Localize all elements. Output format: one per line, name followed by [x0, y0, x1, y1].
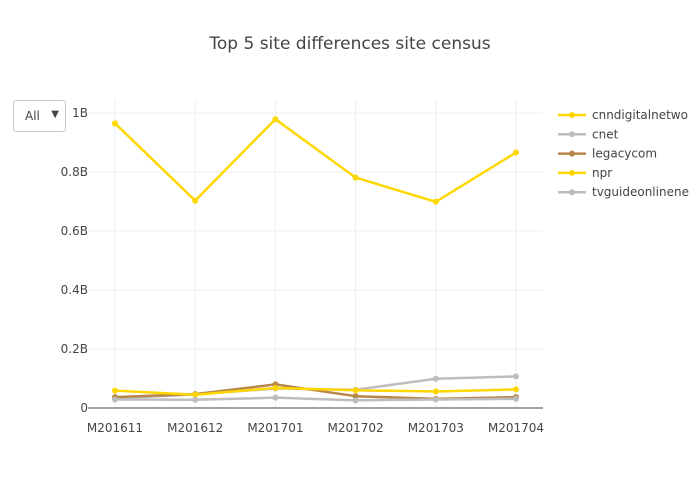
chevron-down-icon: ▼: [51, 109, 59, 120]
data-point[interactable]: [352, 174, 359, 181]
data-point[interactable]: [272, 384, 279, 391]
data-point[interactable]: [352, 393, 359, 400]
legend: cnndigitalnetwo cnet legacycom npr tvguideon…: [558, 108, 689, 199]
series-tvguideonlinene: [112, 394, 519, 404]
legend-label: cnndigitalnetwo: [592, 108, 688, 122]
y-tick-label: 1B: [72, 106, 88, 120]
data-point[interactable]: [192, 391, 199, 398]
data-point[interactable]: [352, 387, 359, 394]
data-point[interactable]: [352, 397, 359, 404]
legend-item-cnndigitalnetwo[interactable]: cnndigitalnetwo: [558, 108, 688, 122]
legend-label: tvguideonlinene: [592, 185, 689, 199]
legend-item-legacycom[interactable]: legacycom: [558, 147, 657, 161]
legend-item-cnet[interactable]: cnet: [558, 127, 619, 141]
data-point[interactable]: [112, 396, 118, 403]
legend-item-tvguideonlinene[interactable]: tvguideonlinene: [558, 185, 689, 199]
filter-dropdown[interactable]: All ▼: [13, 100, 66, 132]
data-point[interactable]: [432, 198, 439, 205]
x-tick-label: M201611: [87, 421, 143, 435]
x-tick-label: M201612: [167, 421, 223, 435]
y-tick-label: 0.6B: [61, 224, 88, 238]
chart-title: Top 5 site differences site census: [209, 34, 491, 54]
series-group: [112, 116, 519, 404]
series-npr: [112, 384, 519, 398]
series-cnet: [112, 373, 519, 402]
legend-label: cnet: [592, 127, 619, 141]
series-line: [114, 117, 517, 204]
legend-item-npr[interactable]: npr: [558, 166, 612, 180]
y-tick-label: 0.4B: [61, 283, 88, 297]
x-tick-label: M201703: [408, 421, 464, 435]
y-tick-label: 0.2B: [61, 342, 88, 356]
series-line: [114, 396, 517, 402]
data-point[interactable]: [432, 396, 439, 403]
legend-swatch-marker: [569, 169, 575, 176]
y-tick-label: 0.8B: [61, 165, 88, 179]
legend-label: legacycom: [592, 147, 657, 161]
data-point[interactable]: [192, 197, 199, 204]
legend-swatch-marker: [569, 131, 575, 138]
data-point[interactable]: [272, 394, 279, 401]
filter-dropdown-label: All: [25, 109, 40, 123]
legend-label: npr: [592, 166, 612, 180]
data-point[interactable]: [192, 396, 199, 403]
data-point[interactable]: [513, 395, 519, 402]
series-cnndigitalnetwo: [112, 116, 519, 205]
x-tick-label: M201701: [247, 421, 303, 435]
x-tick-label: M201702: [328, 421, 384, 435]
legend-swatch-marker: [569, 112, 575, 118]
x-tick-label: M201704: [488, 421, 544, 435]
data-point[interactable]: [112, 120, 118, 127]
data-point[interactable]: [112, 387, 118, 394]
data-point[interactable]: [432, 375, 439, 382]
legend-swatch-marker: [569, 189, 575, 196]
data-point[interactable]: [513, 149, 519, 156]
data-point[interactable]: [513, 386, 519, 393]
data-point[interactable]: [432, 388, 439, 395]
grid-lines: [88, 100, 543, 408]
series-line: [114, 386, 517, 396]
y-tick-label: 0: [80, 401, 88, 415]
data-point[interactable]: [272, 116, 279, 123]
data-point[interactable]: [513, 373, 519, 380]
legend-swatch-marker: [569, 150, 575, 157]
axes: 0 0.2B 0.4B 0.6B 0.8B 1B M201611 M201612 M201701…: [61, 106, 544, 435]
